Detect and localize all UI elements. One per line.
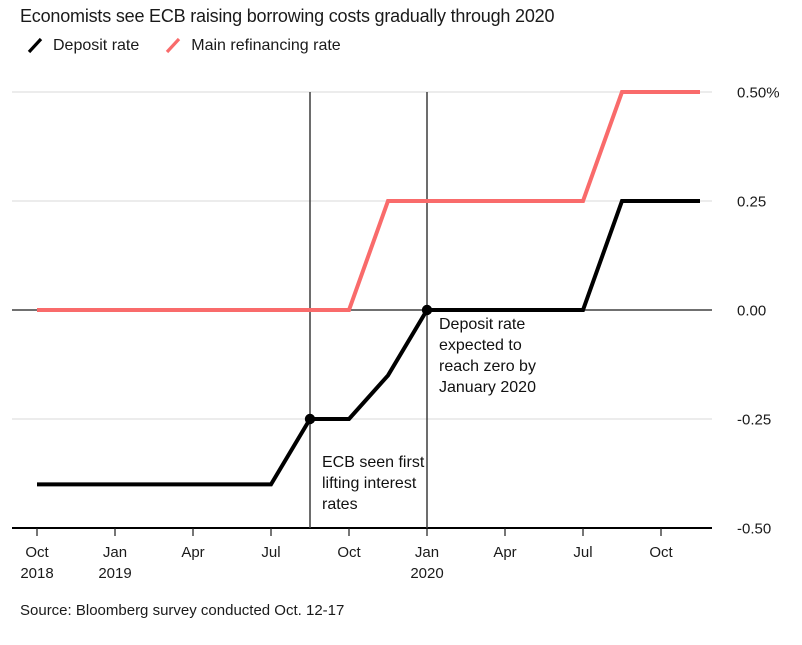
x-tick-label: Apr: [493, 544, 516, 561]
x-tick-label: Jan: [103, 544, 127, 561]
y-tick-label: 0.25: [737, 194, 766, 211]
legend-label-deposit-rate: Deposit rate: [53, 37, 140, 54]
main-refinancing-rate-line-swatch-icon: [166, 37, 181, 54]
annotation-ecb-first-hike: ECB seen first lifting interest rates: [322, 454, 425, 513]
y-tick-label: -0.25: [737, 412, 771, 429]
series-main-refinancing-rate: [37, 90, 700, 312]
x-tick-sublabel: 2019: [98, 565, 131, 582]
y-tick-label: 0.50%: [737, 85, 780, 102]
x-tick-label: Apr: [181, 544, 204, 561]
chart-title: Economists see ECB raising borrowing cos…: [20, 6, 555, 26]
legend: Deposit rate Main refinancing rate: [27, 37, 341, 55]
x-tick-sublabel: 2020: [410, 565, 443, 582]
x-tick-label: Oct: [337, 544, 361, 561]
data-point-marker: [421, 304, 433, 316]
series-deposit-rate: [37, 199, 700, 487]
x-tick-label: Jul: [573, 544, 592, 561]
deposit-rate-line-swatch-icon: [27, 37, 43, 54]
x-tick-label: Oct: [25, 544, 49, 561]
legend-item-main-refinancing-rate: Main refinancing rate: [165, 37, 341, 55]
x-tick-label: Jul: [261, 544, 280, 561]
source-note: Source: Bloomberg survey conducted Oct. …: [20, 602, 345, 619]
legend-label-main-refinancing-rate: Main refinancing rate: [191, 37, 341, 54]
x-tick-sublabel: 2018: [20, 565, 53, 582]
data-point-marker: [304, 413, 316, 425]
y-tick-label: 0.00: [737, 303, 766, 320]
y-tick-label: -0.50: [737, 521, 771, 538]
legend-item-deposit-rate: Deposit rate: [27, 37, 139, 55]
annotation-deposit-rate-reach-zero: Deposit rate expected to reach zero by J…: [439, 316, 536, 396]
x-tick-label: Jan: [415, 544, 439, 561]
x-tick-label: Oct: [649, 544, 673, 561]
